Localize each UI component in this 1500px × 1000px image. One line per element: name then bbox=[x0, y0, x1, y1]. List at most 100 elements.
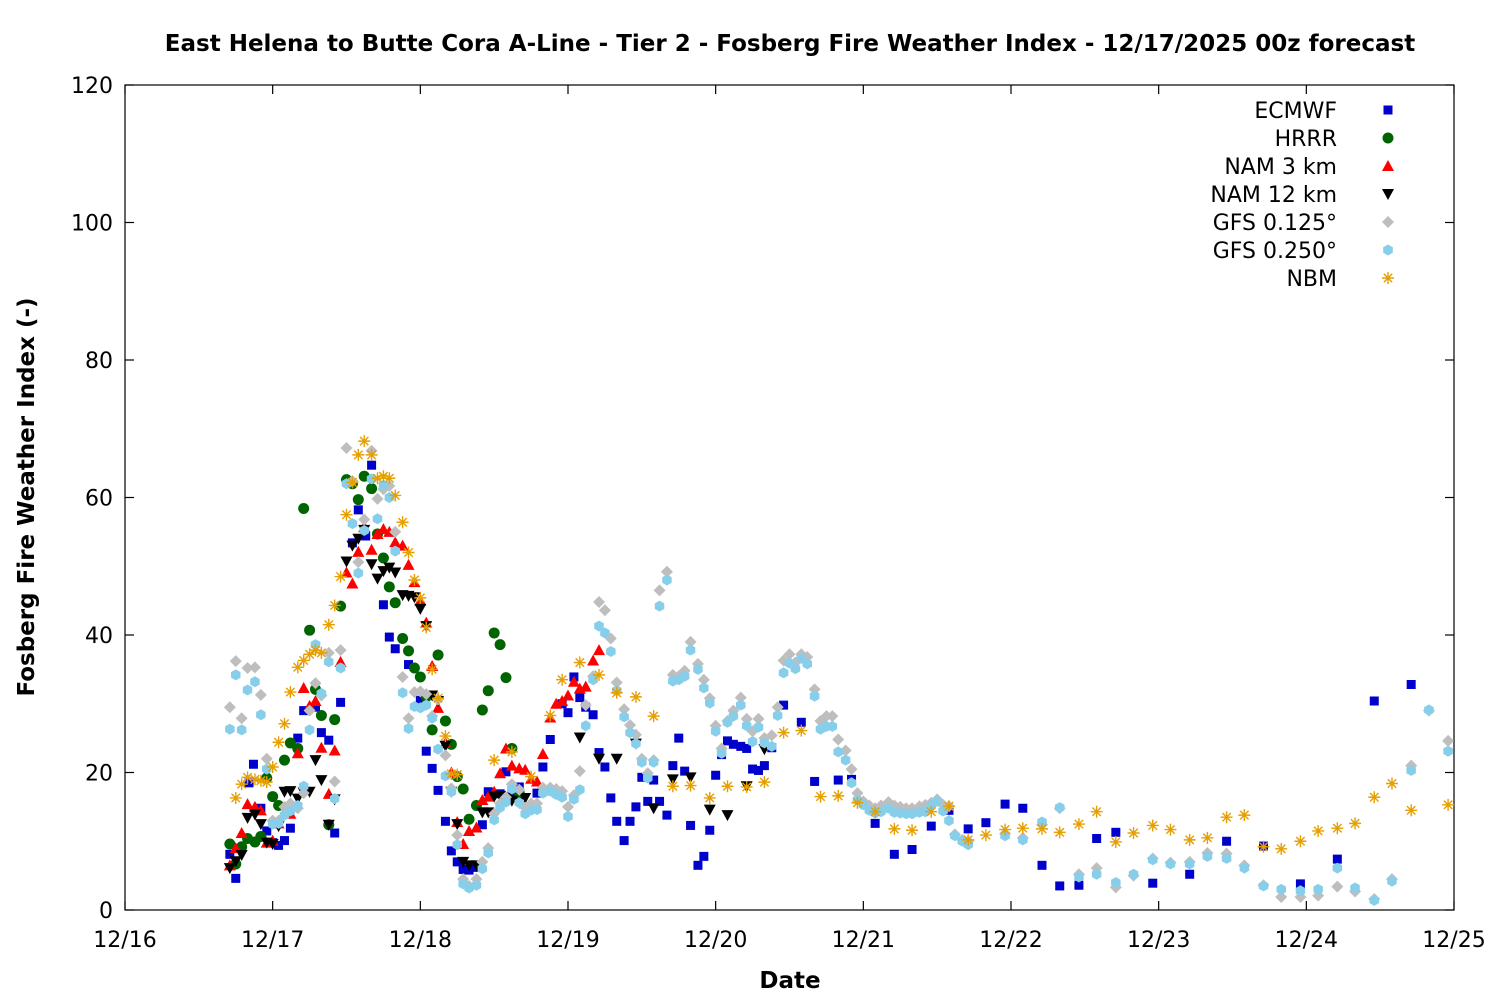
point-gfs-0-250 bbox=[833, 746, 843, 758]
point-gfs-0-250 bbox=[1313, 883, 1323, 895]
x-tick-label: 12/25 bbox=[1422, 928, 1485, 953]
point-nam-3-km bbox=[482, 790, 495, 802]
point-gfs-0-250 bbox=[335, 662, 346, 674]
point-nbm bbox=[814, 790, 827, 803]
point-gfs-0-250 bbox=[225, 723, 235, 735]
legend-label-hrrr: HRRR bbox=[1275, 127, 1337, 152]
point-ecmwf bbox=[1369, 696, 1379, 706]
point-ecmwf bbox=[563, 708, 573, 718]
point-nam-12-km bbox=[371, 573, 384, 585]
point-nam-3-km bbox=[340, 566, 353, 578]
point-nam-12-km bbox=[647, 803, 660, 815]
point-hrrr bbox=[224, 838, 236, 850]
point-nbm bbox=[684, 779, 697, 792]
point-nam-12-km bbox=[248, 809, 261, 821]
point-hrrr bbox=[476, 704, 488, 716]
point-nbm bbox=[1349, 817, 1362, 830]
point-ecmwf bbox=[742, 743, 752, 753]
point-nam-12-km bbox=[439, 740, 452, 752]
legend-label-nbm: NBM bbox=[1286, 267, 1337, 292]
data-series bbox=[223, 435, 1455, 906]
point-nbm bbox=[740, 780, 753, 793]
point-nam-12-km bbox=[254, 819, 267, 831]
point-nam-3-km bbox=[530, 775, 543, 787]
point-gfs-0-250 bbox=[693, 663, 703, 675]
point-gfs-0-250 bbox=[514, 797, 524, 809]
point-nbm bbox=[426, 663, 439, 676]
point-ecmwf bbox=[274, 840, 284, 850]
point-gfs-0-250 bbox=[1202, 850, 1213, 862]
point-gfs-0-125 bbox=[389, 525, 402, 538]
point-hrrr bbox=[315, 709, 327, 721]
point-ecmwf bbox=[1074, 880, 1084, 890]
point-nbm bbox=[979, 829, 992, 842]
point-nam-12-km bbox=[666, 774, 679, 786]
legend-marker-gfs-0-250 bbox=[1383, 244, 1393, 256]
point-ecmwf bbox=[674, 733, 684, 743]
point-hrrr bbox=[500, 672, 512, 684]
point-hrrr bbox=[377, 552, 389, 564]
point-ecmwf bbox=[686, 820, 696, 830]
point-nam-12-km bbox=[340, 556, 353, 568]
point-nbm bbox=[544, 709, 557, 722]
point-ecmwf bbox=[810, 776, 820, 786]
point-nam-3-km bbox=[328, 744, 341, 756]
point-ecmwf bbox=[722, 736, 732, 746]
point-gfs-0-250 bbox=[648, 756, 659, 768]
point-ecmwf bbox=[378, 600, 388, 610]
point-nbm bbox=[365, 448, 378, 461]
point-gfs-0-250 bbox=[231, 669, 241, 681]
point-hrrr bbox=[482, 685, 494, 697]
point-nbm bbox=[315, 646, 328, 659]
point-hrrr bbox=[267, 791, 279, 803]
point-gfs-0-250 bbox=[840, 754, 851, 766]
point-gfs-0-250 bbox=[452, 839, 462, 851]
point-nbm bbox=[1127, 827, 1140, 839]
point-nbm bbox=[1164, 823, 1177, 836]
point-ecmwf bbox=[699, 851, 709, 861]
point-gfs-0-125 bbox=[309, 677, 322, 690]
point-gfs-0-250 bbox=[606, 646, 616, 657]
legend-marker-nam-12-km bbox=[1382, 189, 1394, 200]
point-nbm bbox=[1257, 840, 1270, 853]
point-nbm bbox=[377, 470, 390, 483]
point-nbm bbox=[260, 776, 273, 789]
point-gfs-0-250 bbox=[619, 711, 629, 723]
point-nbm bbox=[235, 778, 248, 791]
point-ecmwf bbox=[588, 710, 598, 720]
point-ecmwf bbox=[612, 816, 622, 826]
point-ecmwf bbox=[711, 770, 721, 780]
point-gfs-0-250 bbox=[353, 567, 364, 579]
point-ecmwf bbox=[285, 823, 295, 833]
legend: ECMWF HRRR NAM 3 km NAM 12 km GFS 0.125° GFS … bbox=[1210, 99, 1394, 292]
point-nbm bbox=[1072, 818, 1085, 831]
point-gfs-0-125 bbox=[832, 733, 845, 746]
point-hrrr bbox=[494, 639, 506, 651]
point-nam-3-km bbox=[579, 680, 592, 692]
point-hrrr bbox=[488, 627, 500, 639]
point-nbm bbox=[272, 736, 285, 749]
point-gfs-0-250 bbox=[324, 656, 334, 668]
point-ecmwf bbox=[728, 739, 738, 749]
point-nbm bbox=[389, 489, 402, 502]
x-axis: 12/16 12/17 12/18 12/19 12/20 12/21 12/22 12/23… bbox=[93, 85, 1486, 953]
point-ecmwf bbox=[736, 741, 746, 751]
point-gfs-0-250 bbox=[483, 847, 493, 859]
point-gfs-0-125 bbox=[1275, 890, 1288, 903]
point-nam-3-km bbox=[297, 681, 310, 693]
point-gfs-0-250 bbox=[329, 793, 340, 805]
point-nam-12-km bbox=[451, 819, 464, 831]
point-nam-12-km bbox=[383, 562, 396, 574]
point-ecmwf bbox=[796, 717, 806, 727]
point-nam-3-km bbox=[476, 794, 489, 805]
point-nam-3-km bbox=[315, 741, 328, 753]
point-nbm bbox=[396, 516, 409, 529]
point-hrrr bbox=[426, 724, 438, 736]
point-gfs-0-250 bbox=[471, 879, 482, 891]
legend-label-gfs-0-250: GFS 0.250° bbox=[1213, 239, 1337, 264]
point-gfs-0-250 bbox=[654, 600, 665, 612]
point-nbm bbox=[420, 621, 433, 634]
point-gfs-0-250 bbox=[1184, 858, 1195, 870]
legend-marker-hrrr bbox=[1382, 132, 1394, 144]
